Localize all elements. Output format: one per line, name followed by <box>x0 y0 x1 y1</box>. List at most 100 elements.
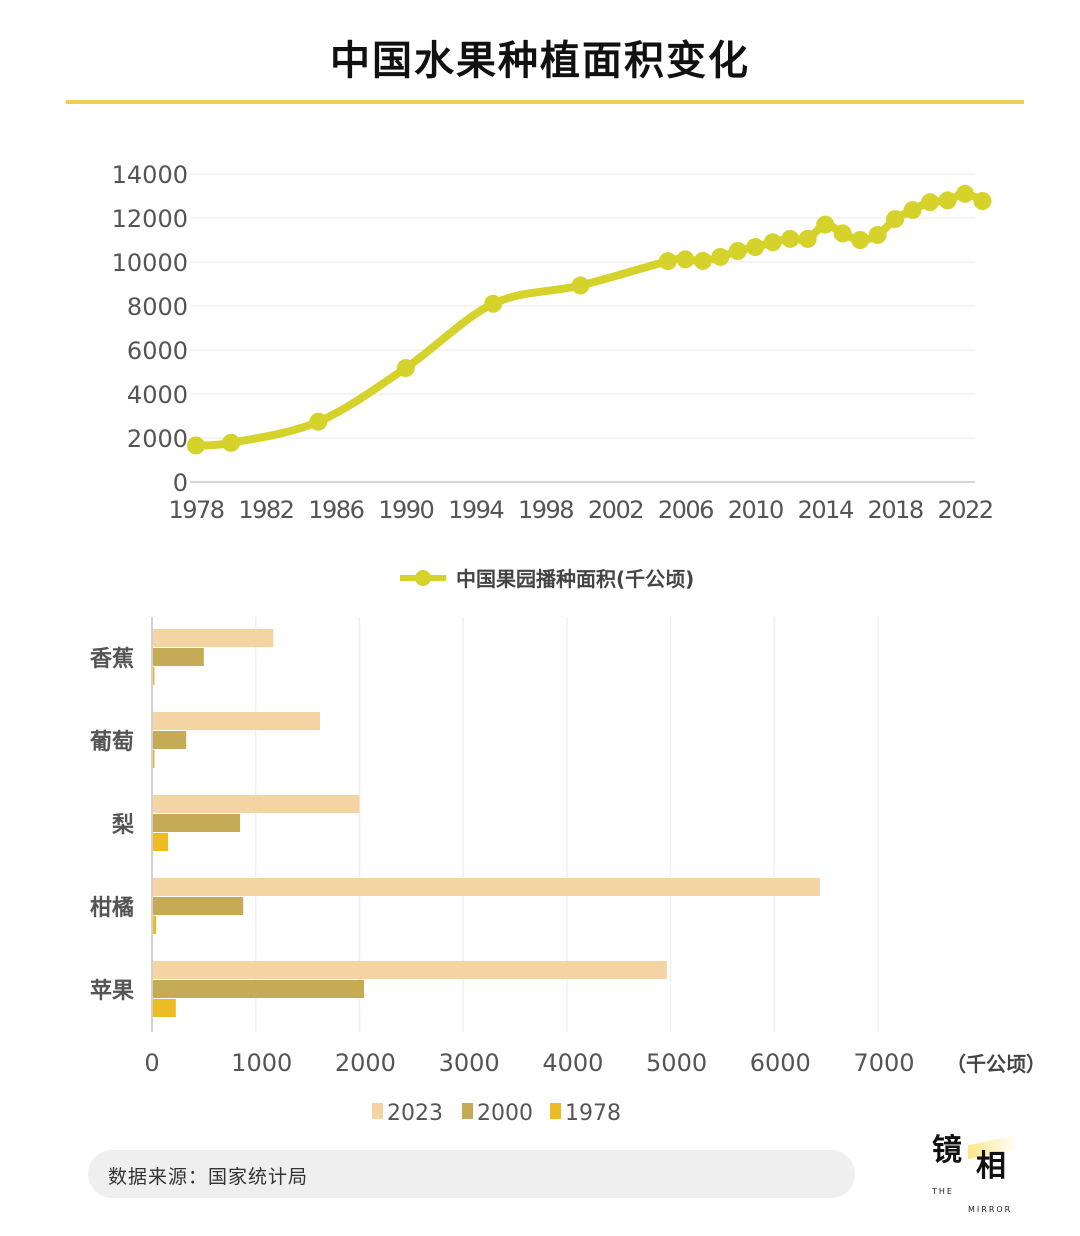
x-tick-label: 1982 <box>238 496 293 524</box>
bar-2000 <box>153 980 365 998</box>
x-tick-label: 4000 <box>542 1049 603 1077</box>
x-tick-label: 5000 <box>646 1049 707 1077</box>
x-tick-label: 1990 <box>378 496 433 524</box>
data-point <box>676 250 695 269</box>
line-chart-series <box>187 184 992 455</box>
bar-2023 <box>153 629 274 647</box>
category-label: 葡萄 <box>89 730 134 755</box>
brand-logo: 镜 相 THE MIRROR <box>932 1133 1032 1220</box>
bar-2023 <box>153 712 320 730</box>
data-point <box>973 192 992 211</box>
x-tick-label: 1986 <box>308 496 363 524</box>
data-point <box>868 225 887 244</box>
y-tick-label: 8000 <box>127 293 188 321</box>
x-tick-label: 0 <box>144 1049 159 1077</box>
legend-marker <box>415 570 431 586</box>
data-point <box>798 229 817 248</box>
logo-char-2: 相 <box>976 1149 1006 1184</box>
y-tick-label: 12000 <box>112 205 188 233</box>
series-line <box>195 189 985 450</box>
category-label: 柑橘 <box>90 895 134 921</box>
x-tick-label: 6000 <box>750 1049 811 1077</box>
line-chart-x-ticks: 1978 1982 1986 1990 1994 1998 2002 2006 2010 2014… <box>168 496 994 524</box>
x-tick-label: 2022 <box>937 496 992 524</box>
logo-en-bottom: MIRROR <box>968 1205 1013 1214</box>
line-chart-legend: 中国果园播种面积(千公顷) <box>400 567 694 591</box>
data-point <box>309 412 328 431</box>
x-tick-label: 1000 <box>231 1049 292 1077</box>
data-point <box>571 276 590 295</box>
legend-swatch-2023 <box>372 1103 383 1119</box>
y-tick-label: 14000 <box>112 161 188 189</box>
data-point <box>886 210 905 229</box>
bar-1978 <box>153 750 155 768</box>
y-tick-label: 10000 <box>112 249 188 277</box>
bar-2000 <box>153 731 187 749</box>
source-note: 数据来源：国家统计局 <box>88 1150 855 1198</box>
data-point <box>903 201 922 220</box>
title-divider <box>66 100 1024 104</box>
legend-swatch-1978 <box>550 1103 561 1119</box>
bar-chart-legend: 2023 2000 1978 <box>372 1101 621 1126</box>
legend-label: 1978 <box>565 1101 621 1126</box>
bar-2000 <box>153 897 244 915</box>
logo-char-1: 镜 <box>932 1133 962 1168</box>
x-tick-label: 2010 <box>728 496 783 524</box>
bar-1978 <box>153 999 176 1017</box>
bar-1978 <box>153 833 169 851</box>
bar-1978 <box>153 667 155 685</box>
bar-chart-bars <box>153 629 820 1017</box>
y-tick-label: 2000 <box>127 425 188 453</box>
bar-2023 <box>153 878 820 896</box>
data-point <box>711 247 730 266</box>
x-tick-label: 1998 <box>518 496 573 524</box>
line-chart-grid <box>190 173 975 483</box>
data-point <box>938 191 957 210</box>
y-tick-label: 0 <box>173 469 188 497</box>
data-point <box>728 242 747 260</box>
legend-swatch-2000 <box>462 1103 473 1119</box>
category-label: 梨 <box>112 813 134 838</box>
data-point <box>921 193 940 212</box>
bar-2000 <box>153 648 204 666</box>
x-tick-label: 1978 <box>168 496 223 524</box>
data-point <box>484 294 503 313</box>
x-tick-label: 3000 <box>439 1049 500 1077</box>
data-point <box>658 252 677 271</box>
data-point <box>956 184 974 203</box>
data-point <box>693 251 712 270</box>
bar-2000 <box>153 814 241 832</box>
data-point <box>781 229 800 248</box>
x-tick-label: 1994 <box>448 496 503 524</box>
x-tick-label: 2014 <box>798 496 853 524</box>
line-chart-y-ticks: 0 2000 4000 6000 8000 10000 12000 14000 <box>112 161 188 497</box>
y-tick-label: 4000 <box>127 381 188 409</box>
legend-label: 2000 <box>477 1101 533 1126</box>
x-tick-label: 7000 <box>853 1049 914 1077</box>
category-label: 苹果 <box>90 979 134 1004</box>
x-tick-label: 2002 <box>588 496 643 524</box>
source-text: 数据来源：国家统计局 <box>108 1166 309 1188</box>
data-point <box>833 224 852 243</box>
logo-en-top: THE <box>932 1187 954 1196</box>
data-point <box>746 238 765 257</box>
bar-chart-grid <box>151 617 879 1032</box>
bar-2023 <box>153 961 667 979</box>
data-point <box>763 233 782 252</box>
x-tick-label: 2006 <box>658 496 713 524</box>
chart-title: 中国水果种植面积变化 <box>330 38 750 84</box>
x-tick-label: 2018 <box>868 496 923 524</box>
data-point <box>851 231 870 249</box>
legend-label-line: 中国果园播种面积(千公顷) <box>456 567 694 591</box>
bar-1978 <box>153 916 157 934</box>
category-label: 香蕉 <box>90 647 134 672</box>
data-point <box>187 436 205 455</box>
bar-unit-label: （千公顷） <box>946 1052 1046 1076</box>
y-tick-label: 6000 <box>127 337 188 365</box>
x-tick-label: 2000 <box>335 1049 396 1077</box>
legend-label: 2023 <box>387 1101 443 1126</box>
data-point <box>396 359 415 378</box>
data-point <box>221 433 240 452</box>
